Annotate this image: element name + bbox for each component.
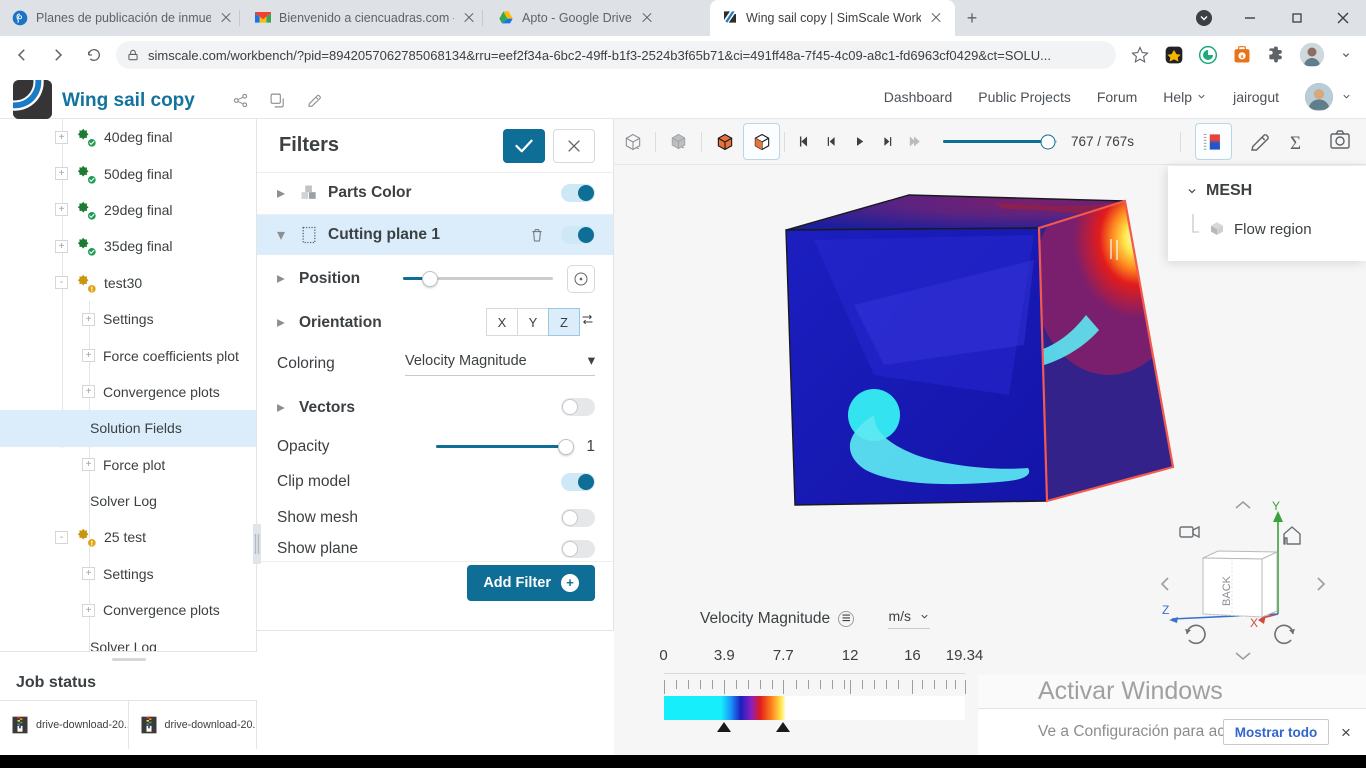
svg-text:Y: Y [1272, 499, 1280, 513]
svg-text:Σ: Σ [1290, 133, 1301, 154]
svg-text:Z: Z [1162, 603, 1169, 617]
svg-text:BACK: BACK [1221, 575, 1233, 606]
svg-text:a: a [1241, 54, 1244, 60]
svg-text:X: X [1250, 616, 1258, 630]
